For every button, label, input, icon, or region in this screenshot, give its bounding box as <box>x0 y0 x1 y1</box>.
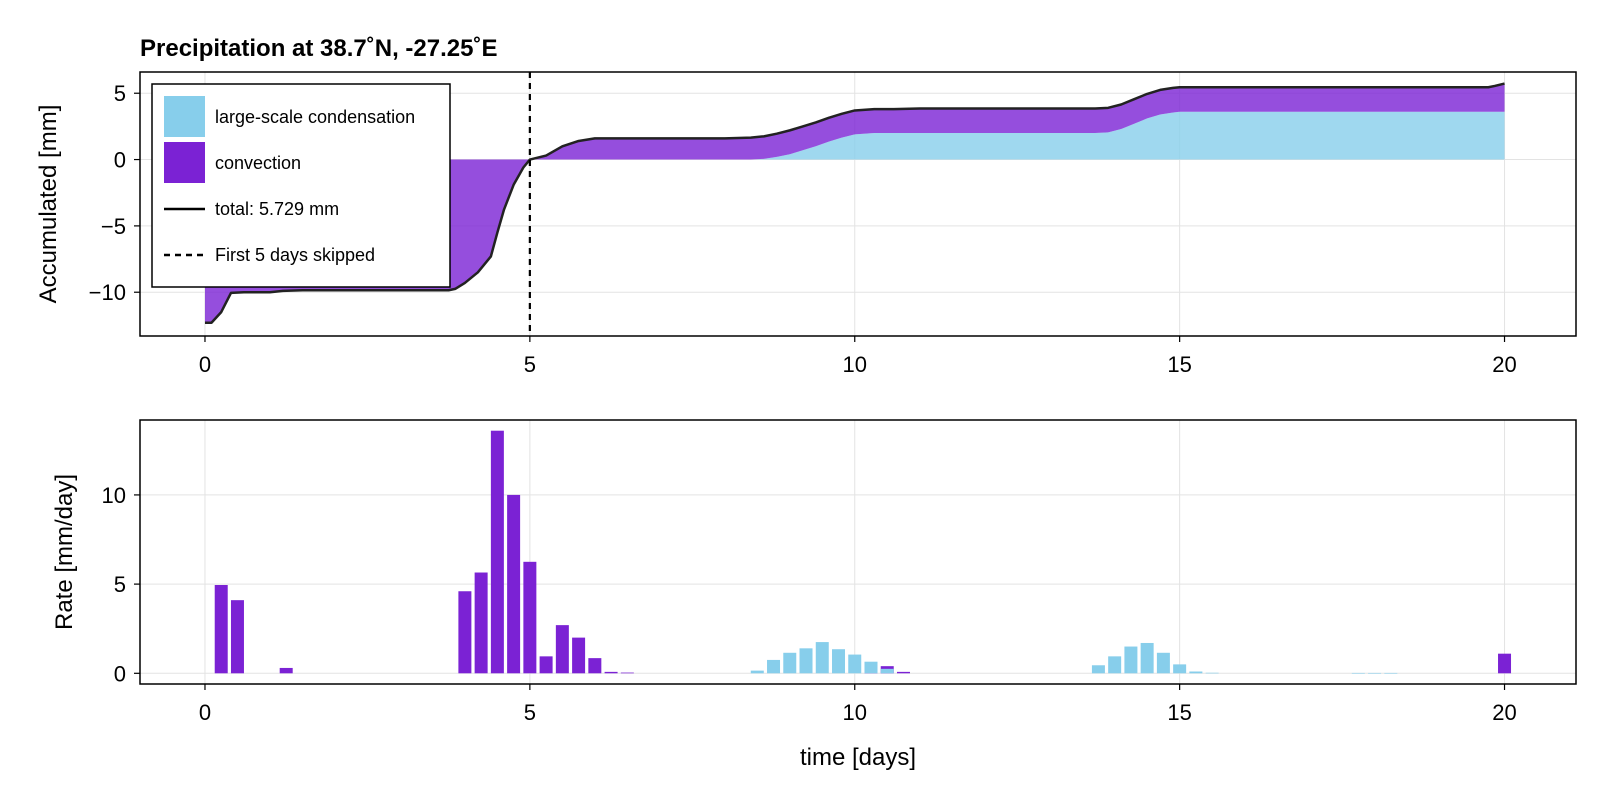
bar-large-scale-condensation-10 <box>848 654 862 674</box>
bar-large-scale-condensation-17.75 <box>1351 672 1365 674</box>
area-convection <box>204 83 1505 323</box>
top-plot-area <box>204 72 1505 336</box>
bar-large-scale-condensation-18 <box>1368 672 1382 674</box>
bar-convection-5 <box>523 561 537 674</box>
bar-large-scale-condensation-15 <box>1173 664 1187 674</box>
accumulated-panel: Precipitation at 38.7˚N, -27.25˚E 0 5 10 15… <box>35 35 1577 377</box>
legend: large-scale condensation convection tota… <box>151 83 451 288</box>
bottom-x-tick-label-15: 15 <box>1167 700 1191 725</box>
top-x-tick-label-20: 20 <box>1492 352 1516 377</box>
top-x-tick-label-5: 5 <box>524 352 536 377</box>
bar-large-scale-condensation-14.75 <box>1156 652 1170 674</box>
top-axis-ticks: 0 5 10 15 20 5 0 −5 −10 <box>89 81 1517 377</box>
bar-convection-4.25 <box>474 572 488 674</box>
bottom-x-tick-label-10: 10 <box>843 700 867 725</box>
bar-convection-5.75 <box>572 637 586 674</box>
bar-large-scale-condensation-8.75 <box>767 659 781 674</box>
bar-large-scale-condensation-15.5 <box>1205 672 1219 674</box>
bar-large-scale-condensation-9.75 <box>832 649 846 674</box>
legend-label-skipped: First 5 days skipped <box>215 245 375 265</box>
bottom-y-tick-label-0: 0 <box>114 661 126 686</box>
bar-large-scale-condensation-13.75 <box>1091 665 1105 674</box>
bar-large-scale-condensation-10.5 <box>880 668 894 674</box>
bottom-x-tick-label-5: 5 <box>524 700 536 725</box>
bar-large-scale-condensation-15.25 <box>1189 671 1203 674</box>
top-y-tick-label--5: −5 <box>101 214 126 239</box>
bar-large-scale-condensation-9 <box>783 652 797 674</box>
legend-label-total: total: 5.729 mm <box>215 199 339 219</box>
bar-convection-5.25 <box>539 656 553 674</box>
bar-convection-10.75 <box>896 671 910 674</box>
bar-large-scale-condensation-14.25 <box>1124 646 1138 674</box>
line-total <box>204 82 1505 324</box>
bottom-y-axis-label: Rate [mm/day] <box>51 474 78 630</box>
bar-convection-4.75 <box>507 494 521 674</box>
bar-large-scale-condensation-10.25 <box>864 661 878 674</box>
top-x-tick-label-15: 15 <box>1167 352 1191 377</box>
top-y-tick-label-5: 5 <box>114 81 126 106</box>
bottom-x-tick-label-0: 0 <box>199 700 211 725</box>
rate-panel: 0 5 10 15 20 10 5 0 Rate [mm/day] time [days] <box>51 419 1577 771</box>
bottom-plot-frame <box>139 419 1577 685</box>
bar-large-scale-condensation-14.5 <box>1140 642 1154 674</box>
legend-label-lsc: large-scale condensation <box>215 107 415 127</box>
bar-convection-4.5 <box>490 430 504 674</box>
bar-large-scale-condensation-18.25 <box>1384 672 1398 674</box>
legend-swatch-convection <box>164 142 205 183</box>
bottom-y-tick-label-5: 5 <box>114 572 126 597</box>
bottom-axis-ticks: 0 5 10 15 20 10 5 0 <box>102 483 1517 725</box>
bottom-x-axis-label: time [days] <box>800 744 916 771</box>
top-y-tick-label--10: −10 <box>89 280 126 305</box>
bar-convection-0.25 <box>214 585 228 674</box>
bar-convection-6.25 <box>604 671 618 674</box>
bar-convection-20 <box>1498 653 1512 674</box>
chart-title: Precipitation at 38.7˚N, -27.25˚E <box>140 35 497 62</box>
bottom-y-tick-label-10: 10 <box>102 483 126 508</box>
legend-swatch-lsc <box>164 96 205 137</box>
top-y-tick-label-0: 0 <box>114 148 126 173</box>
bar-convection-6 <box>588 658 602 674</box>
bar-large-scale-condensation-14 <box>1108 656 1122 674</box>
bar-large-scale-condensation-9.5 <box>815 642 829 674</box>
bar-large-scale-condensation-8.5 <box>750 670 764 674</box>
top-plot-frame <box>139 71 1577 337</box>
top-x-tick-label-0: 0 <box>199 352 211 377</box>
area-large-scale-condensation <box>204 111 1505 160</box>
bar-convection-5.5 <box>555 625 569 674</box>
legend-label-convection: convection <box>215 153 301 173</box>
bottom-x-tick-label-20: 20 <box>1492 700 1516 725</box>
bar-convection-0.5 <box>230 600 244 674</box>
top-x-tick-label-10: 10 <box>843 352 867 377</box>
bar-large-scale-condensation-9.25 <box>799 648 813 674</box>
bar-convection-1.25 <box>279 667 293 674</box>
bar-convection-4 <box>458 591 472 674</box>
bottom-grid <box>140 420 1576 684</box>
top-y-axis-label: Accumulated [mm] <box>35 105 62 304</box>
bottom-plot-area <box>214 430 1512 674</box>
bar-convection-6.5 <box>620 672 634 674</box>
